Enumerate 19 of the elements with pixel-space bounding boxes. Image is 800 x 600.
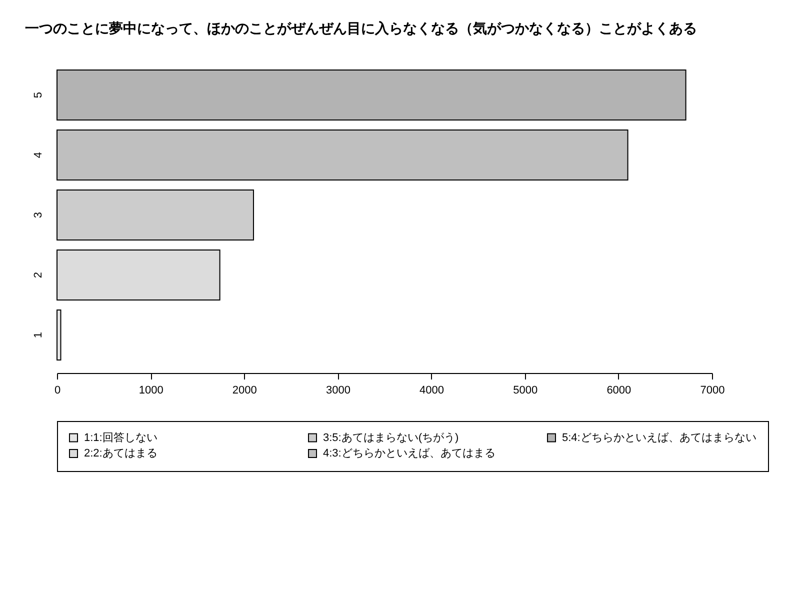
y-tick-label: 2 bbox=[32, 272, 44, 278]
y-tick-label: 1 bbox=[32, 332, 44, 338]
y-tick-label: 5 bbox=[32, 92, 44, 98]
y-tick-label: 3 bbox=[32, 212, 44, 218]
legend-label: 5:4:どちらかといえば、あてはまらない bbox=[562, 432, 756, 444]
x-tick-label: 4000 bbox=[420, 384, 444, 396]
legend-label: 1:1:回答しない bbox=[84, 432, 158, 444]
x-tick-label: 6000 bbox=[606, 384, 632, 396]
x-tick-label: 1000 bbox=[138, 384, 164, 396]
legend-label: 4:3:どちらかといえば、あてはまる bbox=[323, 448, 496, 460]
legend-label: 3:5:あてはまらない(ちがう) bbox=[323, 432, 459, 444]
chart-title: 一つのことに夢中になって、ほかのことがぜんぜん目に入らなくなる（気がつかなくなる）ことがよくある bbox=[25, 20, 697, 36]
legend-label: 2:2:あてはまる bbox=[84, 448, 158, 460]
x-tick-label: 3000 bbox=[326, 384, 350, 396]
x-tick-label: 7000 bbox=[700, 384, 725, 396]
y-tick-label: 4 bbox=[32, 152, 44, 158]
x-tick-label: 2000 bbox=[232, 384, 257, 396]
x-tick-label: 0 bbox=[54, 384, 61, 396]
x-tick-label: 5000 bbox=[513, 384, 538, 396]
